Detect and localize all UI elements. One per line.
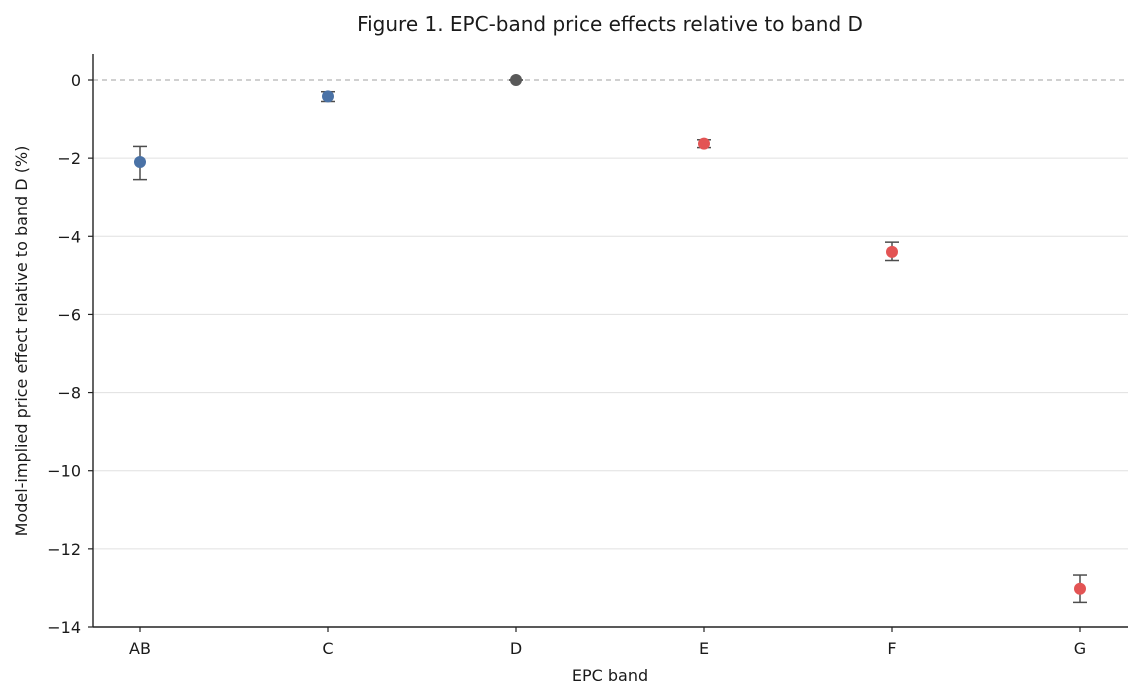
y-tick-label: −14 <box>47 618 81 637</box>
x-ticks: AB C D E F G <box>129 627 1086 658</box>
y-tick-label: 0 <box>71 71 81 90</box>
data-point-ab <box>134 156 146 169</box>
x-tick-label: C <box>322 639 333 658</box>
y-tick-label: −10 <box>47 462 81 481</box>
x-tick-label: D <box>510 639 522 658</box>
y-tick-label: −12 <box>47 540 81 559</box>
x-tick-label: E <box>699 639 709 658</box>
y-tick-label: −8 <box>57 384 81 403</box>
y-tick-label: −6 <box>57 305 81 324</box>
x-tick-label: G <box>1074 639 1086 658</box>
y-tick-label: −4 <box>57 227 81 246</box>
y-tick-label: −2 <box>57 149 81 168</box>
y-axis-label: Model-implied price effect relative to b… <box>12 146 31 537</box>
x-tick-label: AB <box>129 639 151 658</box>
gridlines <box>93 157 1128 628</box>
data-point-d <box>510 74 522 86</box>
data-point-g <box>1074 582 1086 595</box>
x-axis-label: EPC band <box>572 666 648 685</box>
x-tick-label: F <box>887 639 896 658</box>
data-points <box>134 74 1086 595</box>
data-point-c <box>322 90 334 103</box>
data-point-e <box>698 137 710 150</box>
axes <box>92 54 1128 628</box>
data-point-f <box>886 245 898 258</box>
chart-title: Figure 1. EPC-band price effects relativ… <box>357 12 863 36</box>
y-ticks: 0 −2 −4 −6 −8 −10 −12 −14 <box>47 71 93 637</box>
